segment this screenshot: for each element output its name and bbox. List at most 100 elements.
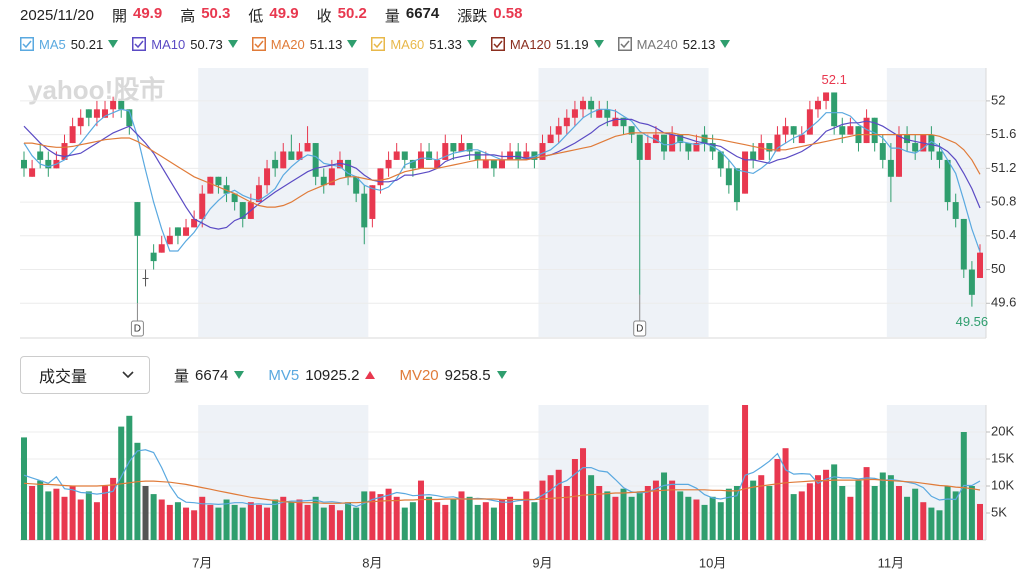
volume-bar <box>150 494 157 540</box>
candle-body <box>174 227 181 236</box>
volume-bar <box>879 472 886 540</box>
quote-label: 量 <box>384 7 400 25</box>
quote-bar: 2025/11/20 開 49.9 高 50.3 低 49.9 收 50.2 量 6674 漲跌 0.… <box>20 4 522 26</box>
candle-body <box>401 151 408 160</box>
volume-bar <box>102 486 109 540</box>
volume-bar <box>183 507 190 540</box>
volume-bar <box>952 491 959 540</box>
legend-checkbox[interactable] <box>132 37 147 51</box>
legend-checkbox[interactable] <box>20 37 34 51</box>
y-tick-label: 5K <box>991 504 1007 519</box>
y-tick-label: 52 <box>991 92 1005 107</box>
legend-value: 51.33 <box>429 36 462 52</box>
volume-bar <box>499 499 505 540</box>
candle-body <box>142 277 149 279</box>
candle-body <box>272 159 279 169</box>
candle-body <box>685 143 692 152</box>
volume-bar <box>482 502 489 540</box>
checkbox-check <box>493 40 503 49</box>
legend-value: 51.13 <box>309 36 343 52</box>
volume-bar <box>37 480 44 540</box>
volume-bar <box>571 459 578 540</box>
volume-bar <box>871 486 878 540</box>
volume-bar <box>199 496 206 540</box>
candle-body <box>118 100 125 110</box>
candle-body <box>571 109 578 118</box>
volume-bar <box>207 504 214 540</box>
volume-bar <box>191 510 198 540</box>
quote-value: 49.9 <box>132 4 163 22</box>
volume-bar <box>377 494 384 540</box>
candle-body <box>426 151 433 160</box>
volume-toolbar: 成交量 量 6674 MV5 10925.2 MV20 9258.5 <box>20 355 507 395</box>
checkbox-check <box>22 40 32 49</box>
legend-item[interactable]: MA20 51.13 <box>251 36 358 52</box>
legend-checkbox[interactable] <box>490 37 505 51</box>
candle-body <box>847 126 854 135</box>
volume-bar <box>361 491 368 540</box>
legend-item[interactable]: MA120 51.19 <box>490 36 604 52</box>
candle-body <box>733 168 740 203</box>
legend-checkbox[interactable] <box>251 37 266 51</box>
volume-bar <box>93 502 100 540</box>
marker-label: D <box>636 324 643 335</box>
candle-body <box>353 176 360 194</box>
candle-body <box>369 185 376 219</box>
volume-bar <box>563 486 570 540</box>
volume-bar <box>644 486 651 540</box>
quote-label: 低 <box>248 7 264 25</box>
volume-bar <box>920 502 927 540</box>
volume-bar <box>806 483 813 540</box>
legend-name: MA5 <box>39 36 66 52</box>
volume-bar <box>393 496 400 540</box>
candle-body <box>725 168 732 186</box>
candle-body <box>499 159 505 169</box>
candle-body <box>231 193 238 203</box>
volume-bar <box>490 507 497 540</box>
quote-date: 2025/11/20 <box>20 6 94 24</box>
candle-body <box>102 109 109 118</box>
candle-body <box>304 143 311 152</box>
legend-checkbox[interactable] <box>617 37 632 51</box>
volume-bar <box>515 504 522 540</box>
volume-bar <box>701 504 708 540</box>
volume-bar <box>831 464 838 540</box>
candle-body <box>288 151 295 160</box>
chevron-icon <box>122 371 134 379</box>
quote-item: 漲跌 0.58 <box>457 5 522 26</box>
volume-bar <box>774 459 781 540</box>
candle-body <box>215 176 222 186</box>
marker-box <box>130 320 144 337</box>
candle-body <box>912 143 919 152</box>
volume-bar <box>677 491 684 540</box>
indicator-dropdown[interactable]: 成交量 <box>20 356 150 394</box>
candle-body <box>539 143 546 160</box>
legend-checkbox[interactable] <box>371 37 386 51</box>
legend-item[interactable]: MA10 50.73 <box>132 37 238 52</box>
legend-item[interactable]: MA60 51.33 <box>371 37 477 52</box>
volume-bar <box>336 510 343 540</box>
period-low-label: 49.56 <box>956 314 989 329</box>
legend-item[interactable]: MA240 52.13 <box>617 37 731 52</box>
candle-body <box>806 109 813 135</box>
x-tick-label: 7月 <box>192 555 212 570</box>
x-tick-label: 10月 <box>699 555 726 570</box>
volume-bar <box>45 491 52 540</box>
legend-value: 51.19 <box>556 36 589 52</box>
quote-value: 6674 <box>405 4 440 22</box>
candle-body <box>328 168 335 186</box>
ma-legend: MA5 50.21 MA10 50.73 MA20 51.13 MA60 51.33 MA120… <box>20 34 731 54</box>
legend-item[interactable]: MA5 50.21 <box>20 36 119 52</box>
candle-body <box>588 100 595 110</box>
volume-bar <box>264 507 271 540</box>
candle-body <box>628 126 635 135</box>
quote-item: 量 6674 <box>385 5 439 26</box>
volume-bar <box>21 437 27 540</box>
candle-body <box>742 151 749 194</box>
legend-name: MA120 <box>509 36 552 52</box>
candle-body <box>612 117 619 127</box>
volume-bar <box>409 502 416 540</box>
volume-bar <box>345 502 352 540</box>
mv-line <box>23 449 981 508</box>
